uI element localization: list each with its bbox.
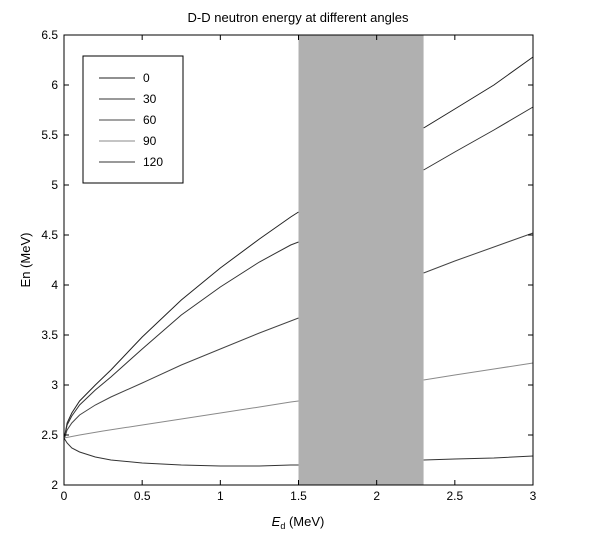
shaded-region [298,35,424,485]
x-tick-label: 2.5 [446,489,463,503]
y-tick-label: 3.5 [41,328,58,342]
x-tick-label: 0.5 [134,489,151,503]
x-tick-label: 2 [373,489,380,503]
series-line-120-right [423,455,534,461]
x-tick-label: 1.5 [290,489,307,503]
legend-label-120: 120 [143,155,163,169]
series-line-30-left [63,241,299,441]
series-line-0-right [423,56,534,129]
y-axis-label: En (MeV) [18,233,33,288]
series-line-60-right [423,232,534,274]
chart-title: D-D neutron energy at different angles [188,10,409,25]
y-tick-label: 2.5 [41,428,58,442]
plot-area: 0 0.5 1 1.5 2 2.5 3 2 2.5 3 3.5 4 4.5 5 5.5 6 6.5 0 30 60 90… [41,28,536,503]
series-line-90-left [63,400,299,439]
legend-label-90: 90 [143,134,157,148]
x-axis-label-main: E [272,514,281,529]
series-line-0-left [63,211,299,441]
series-line-90-right [423,362,534,381]
y-tick-label: 5.5 [41,128,58,142]
x-tick-label: 0 [61,489,68,503]
series-line-120-left [63,437,299,467]
y-tick-label: 4.5 [41,228,58,242]
x-axis-label-sub: d [280,521,285,531]
legend-label-60: 60 [143,113,157,127]
y-tick-label: 6.5 [41,28,58,42]
series-line-60-left [63,317,299,441]
x-axis-label-unit: (MeV) [285,514,324,529]
x-tick-label: 1 [217,489,224,503]
series-line-30-right [423,106,534,171]
legend-label-0: 0 [143,71,150,85]
y-tick-label: 2 [51,478,58,492]
y-tick-label: 4 [51,278,58,292]
x-axis-label: Ed (MeV) [272,514,325,531]
y-tick-label: 6 [51,78,58,92]
x-tick-label: 3 [530,489,537,503]
y-tick-label: 5 [51,178,58,192]
legend-label-30: 30 [143,92,157,106]
y-tick-label: 3 [51,378,58,392]
